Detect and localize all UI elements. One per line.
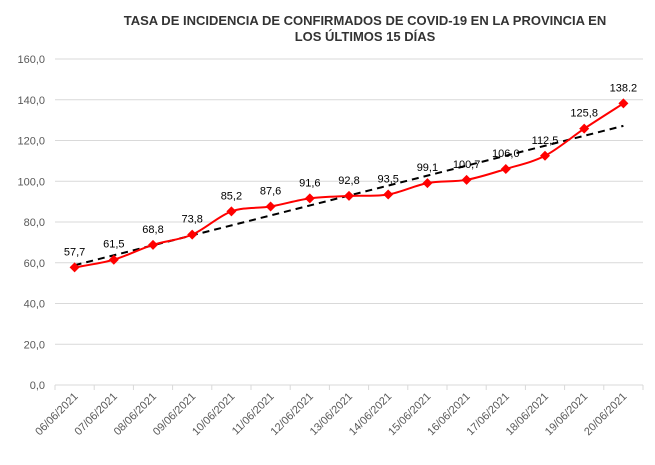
data-point <box>422 178 433 189</box>
data-label: 73,8 <box>181 214 202 226</box>
data-point <box>108 254 119 265</box>
data-label: 125,8 <box>570 108 598 120</box>
data-label: 100,7 <box>453 159 481 171</box>
data-label: 99,1 <box>417 162 438 174</box>
data-label: 91,6 <box>299 177 320 189</box>
data-point <box>618 98 629 109</box>
data-point <box>579 123 590 134</box>
data-point <box>304 193 315 204</box>
data-label: 61,5 <box>103 239 124 251</box>
data-label: 106,0 <box>492 148 520 160</box>
data-point <box>344 190 354 201</box>
data-point <box>540 150 550 161</box>
data-label: 92,8 <box>338 175 359 187</box>
data-point <box>461 174 472 185</box>
trendline <box>74 124 624 267</box>
data-point <box>148 239 158 250</box>
y-tick-label: 40,0 <box>24 299 45 311</box>
data-label: 138.2 <box>610 82 638 94</box>
y-tick-label: 0,0 <box>30 380 45 392</box>
y-tick-label: 20,0 <box>24 339 45 351</box>
data-point <box>265 201 276 212</box>
data-label: 85,2 <box>221 190 242 202</box>
data-point <box>187 229 198 240</box>
data-label: 68,8 <box>142 224 163 236</box>
data-point <box>500 164 511 175</box>
chart-title-line2: LOS ÚLTIMOS 15 DÍAS <box>294 29 436 44</box>
y-tick-label: 60,0 <box>24 258 45 270</box>
data-label: 112,5 <box>532 135 559 147</box>
data-point <box>69 262 80 273</box>
data-label: 57,7 <box>64 246 85 258</box>
chart-title-line1: TASA DE INCIDENCIA DE CONFIRMADOS DE COV… <box>123 13 607 28</box>
y-tick-label: 80,0 <box>24 217 45 229</box>
data-point <box>226 206 237 217</box>
data-label: 93,5 <box>377 173 398 185</box>
y-tick-label: 160,0 <box>17 54 45 66</box>
chart-title: TASA DE INCIDENCIA DE CONFIRMADOS DE COV… <box>95 13 635 45</box>
x-tick-label: 20/06/2021 <box>582 391 629 438</box>
y-tick-label: 140,0 <box>17 95 45 107</box>
y-tick-label: 120,0 <box>17 136 45 148</box>
x-tick-label: 10/06/2021 <box>190 391 237 438</box>
y-tick-label: 100,0 <box>17 176 45 188</box>
data-point <box>383 189 394 200</box>
data-label: 87,6 <box>260 186 281 198</box>
